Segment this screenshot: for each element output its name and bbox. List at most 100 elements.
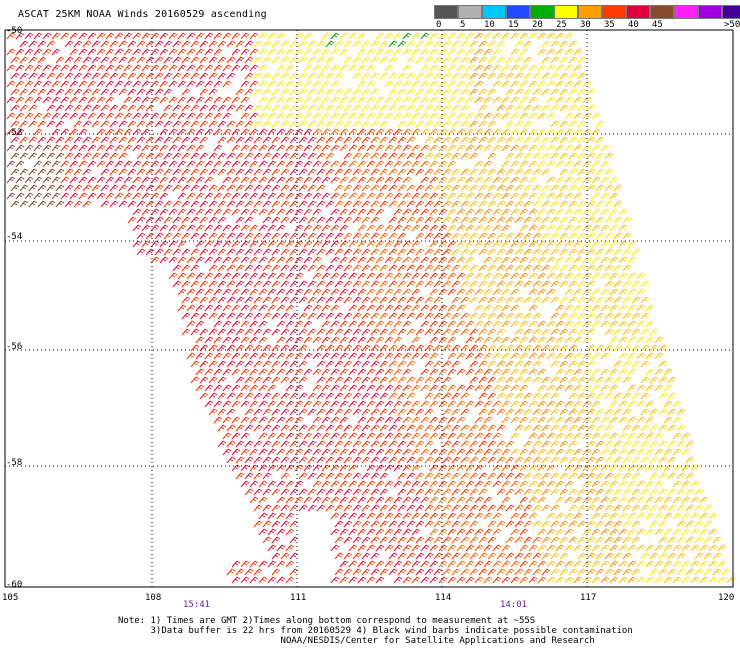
wind-barb <box>181 248 191 256</box>
wind-barb <box>658 568 668 576</box>
wind-barb <box>298 216 308 224</box>
wind-barb <box>285 80 295 88</box>
wind-barb <box>249 448 259 456</box>
wind-barb <box>595 488 605 496</box>
wind-barb <box>231 304 241 312</box>
wind-barb <box>231 352 241 360</box>
wind-barb <box>604 232 614 240</box>
wind-barb <box>145 168 155 176</box>
wind-barb <box>528 112 538 120</box>
wind-barb <box>541 392 551 400</box>
wind-barb <box>559 520 569 528</box>
wind-barb <box>195 128 205 136</box>
wind-barb <box>384 544 394 552</box>
wind-barb <box>397 376 407 384</box>
wind-barb <box>330 416 340 424</box>
wind-barb <box>456 496 466 504</box>
wind-barb <box>181 264 191 272</box>
wind-barb <box>595 200 605 208</box>
wind-barb <box>663 368 673 376</box>
wind-barb <box>375 496 385 504</box>
wind-barb <box>397 232 407 240</box>
wind-barb <box>199 104 209 112</box>
wind-barb <box>510 560 520 568</box>
wind-barb <box>262 376 272 384</box>
wind-barb <box>240 400 250 408</box>
wind-barb <box>564 416 574 424</box>
wind-barb <box>271 520 281 528</box>
wind-barb <box>384 480 394 488</box>
wind-barb <box>100 184 110 192</box>
wind-barb <box>334 392 344 400</box>
wind-barb <box>546 512 556 520</box>
wind-barb <box>699 544 709 552</box>
wind-barb <box>186 32 196 40</box>
wind-barb <box>627 384 637 392</box>
wind-barb <box>118 184 128 192</box>
wind-barb <box>244 216 254 224</box>
wind-barb <box>514 408 524 416</box>
wind-barb <box>514 360 524 368</box>
wind-barb <box>64 152 74 160</box>
wind-barb <box>397 104 407 112</box>
wind-barb <box>226 424 236 432</box>
wind-barb <box>294 384 304 392</box>
wind-barb <box>15 192 25 200</box>
wind-barb <box>199 168 209 176</box>
wind-barb <box>640 456 650 464</box>
wind-barb <box>168 144 178 152</box>
wind-barb <box>429 160 439 168</box>
wind-barb <box>483 240 493 248</box>
wind-barb <box>307 264 317 272</box>
wind-barb <box>429 224 439 232</box>
wind-barb <box>114 48 124 56</box>
wind-barb <box>307 104 317 112</box>
wind-barb <box>523 376 533 384</box>
wind-barb <box>618 304 628 312</box>
wind-barb <box>514 136 524 144</box>
wind-barb <box>375 224 385 232</box>
wind-barb <box>600 320 610 328</box>
wind-barb <box>550 456 560 464</box>
wind-barb <box>249 320 259 328</box>
wind-barb <box>330 432 340 440</box>
wind-barb <box>667 424 677 432</box>
wind-barb <box>379 536 389 544</box>
wind-barb <box>105 176 115 184</box>
wind-barb <box>406 504 416 512</box>
wind-barb <box>658 376 668 384</box>
wind-barb <box>388 200 398 208</box>
wind-barb <box>586 552 596 560</box>
wind-barb <box>334 280 344 288</box>
wind-barb <box>352 248 362 256</box>
wind-barb <box>631 456 641 464</box>
wind-barb <box>451 56 461 64</box>
wind-barb <box>199 312 209 320</box>
wind-barb <box>487 312 497 320</box>
wind-barb <box>226 408 236 416</box>
wind-barb <box>37 40 47 48</box>
wind-barb <box>555 176 565 184</box>
wind-barb <box>361 328 371 336</box>
wind-barb <box>496 184 506 192</box>
wind-barb <box>514 296 524 304</box>
wind-barb <box>96 48 106 56</box>
wind-barb <box>559 376 569 384</box>
wind-barb <box>190 232 200 240</box>
wind-barb <box>618 496 628 504</box>
wind-barb <box>303 352 313 360</box>
wind-barb <box>267 576 277 584</box>
wind-barb <box>325 360 335 368</box>
wind-barb <box>69 192 79 200</box>
wind-barb <box>469 264 479 272</box>
wind-barb <box>384 176 394 184</box>
wind-barb <box>343 472 353 480</box>
wind-barb <box>186 176 196 184</box>
wind-barb <box>447 560 457 568</box>
wind-barb <box>330 32 340 40</box>
wind-barb <box>483 208 493 216</box>
wind-barb <box>555 560 565 568</box>
wind-barb <box>469 200 479 208</box>
wind-barb <box>514 152 524 160</box>
